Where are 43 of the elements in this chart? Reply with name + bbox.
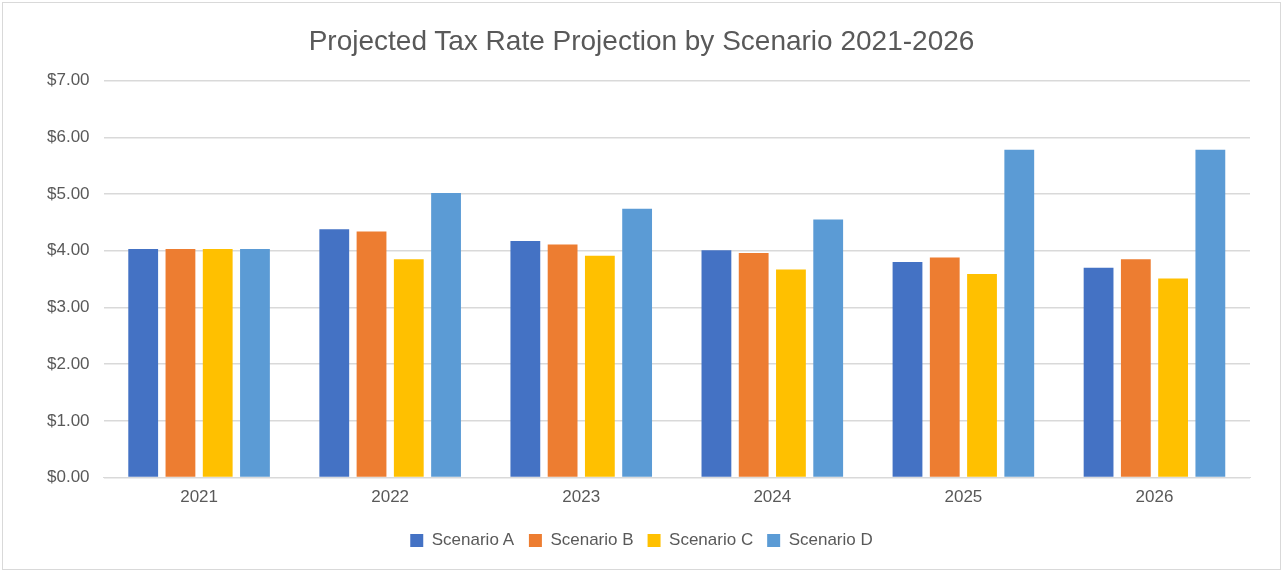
x-tick-label: 2021 [180,487,218,507]
legend-label: Scenario A [431,530,515,550]
y-tick-label: $1.00 [46,410,90,430]
y-tick-label: $4.00 [46,240,90,260]
bar [510,241,541,477]
bar [776,269,806,477]
bar [319,229,350,477]
bar [813,219,844,477]
bar [128,249,159,477]
bar [1004,149,1035,477]
legend-label: Scenario C [669,530,754,550]
x-tick-label: 2023 [562,487,601,507]
bar [1195,149,1226,477]
bar [967,274,997,477]
bar [356,231,387,477]
bar [1083,267,1114,477]
y-tick-label: $7.00 [46,70,90,90]
bar [165,249,196,477]
chart-title: Projected Tax Rate Projection by Scenario 2021-2026 [308,24,975,56]
x-tick-label: 2026 [1135,487,1174,507]
bar [393,259,424,477]
y-tick-label: $3.00 [46,297,90,317]
bar [202,249,233,477]
legend-label: Scenario D [788,530,873,550]
bar [738,253,769,477]
x-tick-label: 2024 [753,487,792,507]
y-tick-label: $2.00 [46,353,90,373]
bar [584,255,615,477]
bar [240,249,270,477]
bar [929,257,960,477]
bar [892,262,923,477]
bar [1158,278,1188,477]
bar [547,244,578,477]
bar [1120,259,1151,477]
bar [431,192,461,477]
x-tick-label: 2025 [944,487,983,507]
legend-label: Scenario B [550,530,634,550]
bar [622,208,653,477]
x-tick-label: 2022 [371,487,410,507]
y-tick-label: $5.00 [46,183,90,203]
y-tick-label: $6.00 [46,127,90,146]
bar [701,250,732,477]
y-tick-label: $0.00 [46,467,90,487]
